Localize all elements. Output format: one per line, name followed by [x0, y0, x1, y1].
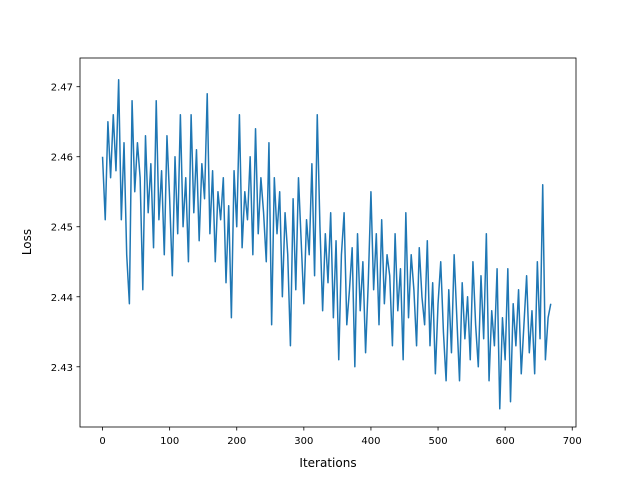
x-tick-label: 100: [160, 436, 179, 447]
x-tick-label: 700: [563, 436, 582, 447]
y-tick-label: 2.46: [51, 153, 73, 164]
x-tick-label: 0: [99, 436, 105, 447]
x-tick-label: 300: [294, 436, 313, 447]
x-axis-label: Iterations: [299, 456, 356, 470]
y-tick-label: 2.44: [51, 293, 73, 304]
x-tick-label: 600: [496, 436, 515, 447]
y-tick-label: 2.43: [51, 363, 73, 374]
x-tick-label: 500: [428, 436, 447, 447]
x-tick-label: 200: [227, 436, 246, 447]
line: [101, 78, 552, 410]
plot-frame: [79, 57, 577, 428]
y-tick-label: 2.47: [51, 83, 73, 94]
y-axis-label: Loss: [20, 229, 34, 255]
x-tick-label: 400: [361, 436, 380, 447]
y-tick-label: 2.45: [51, 223, 73, 234]
